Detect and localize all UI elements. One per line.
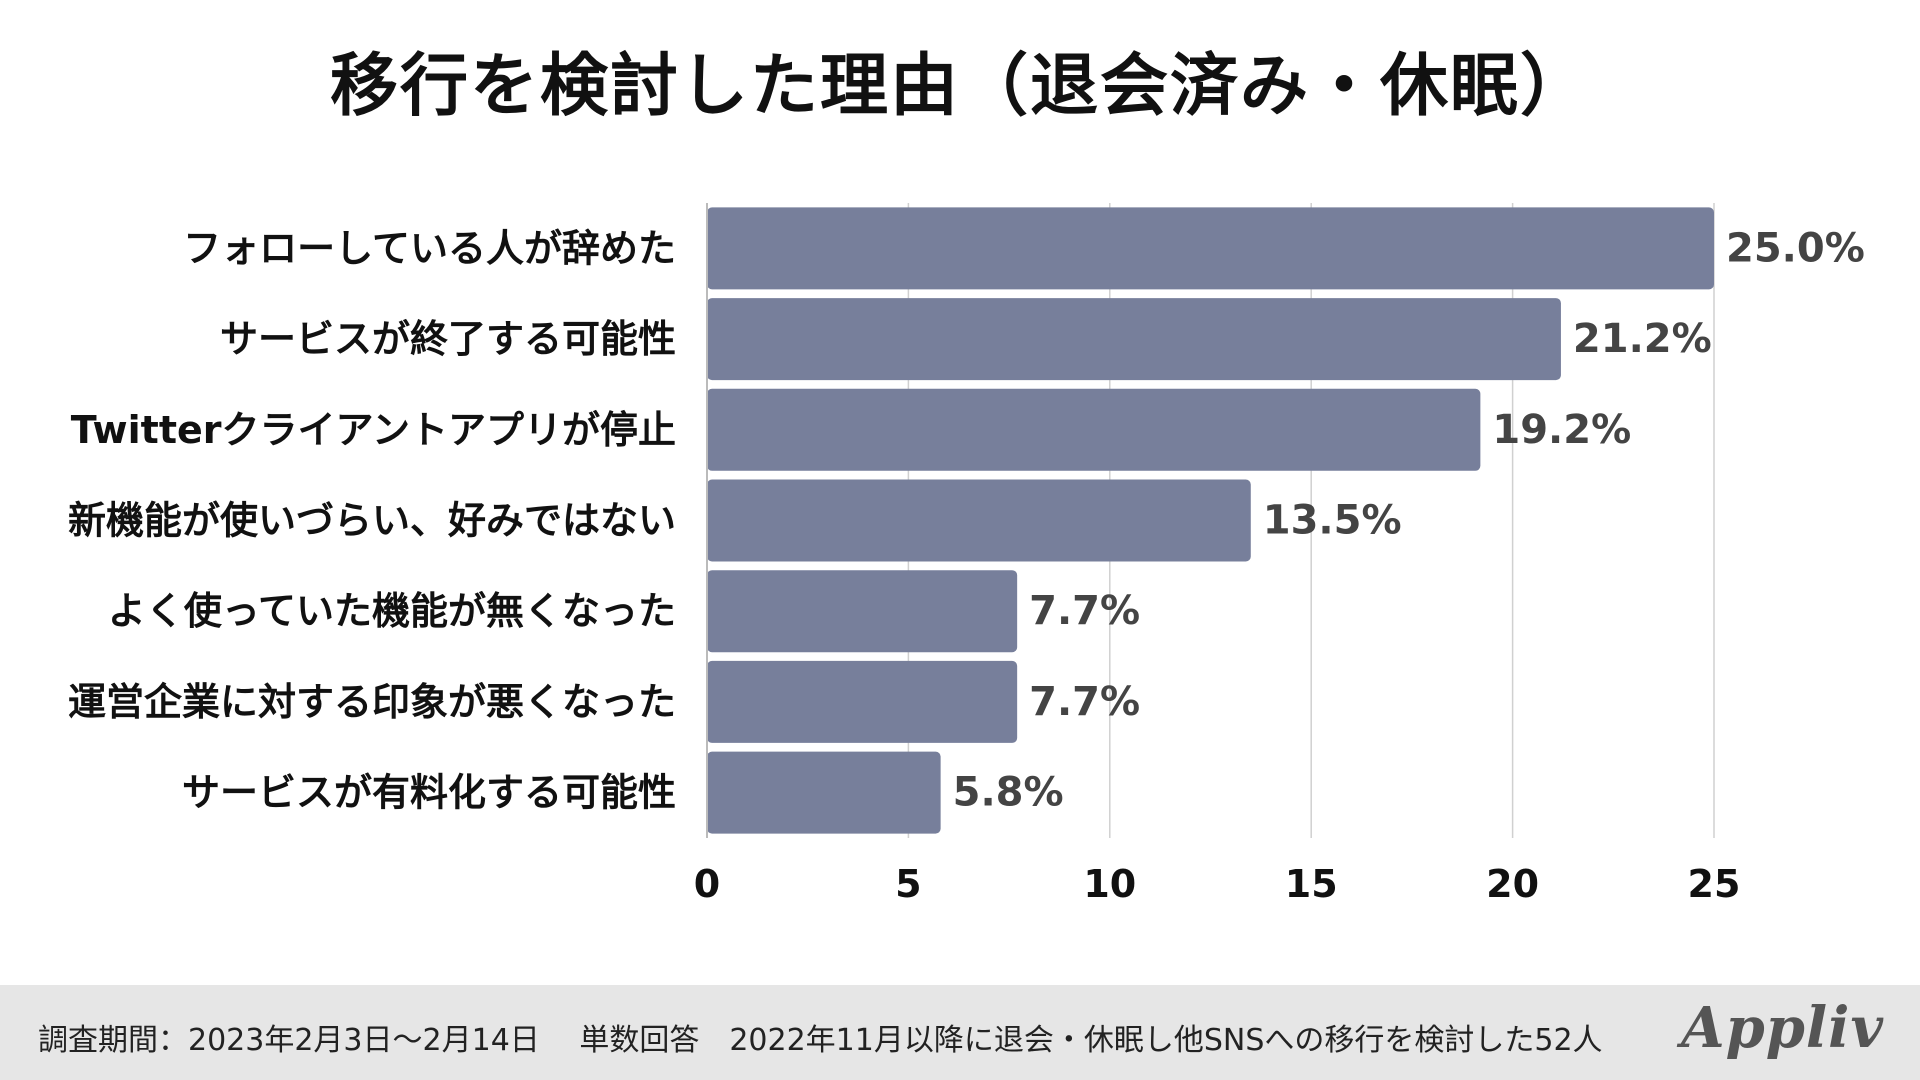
x-tick-label: 10 bbox=[1083, 862, 1136, 906]
category-label: サービスが有料化する可能性 bbox=[182, 771, 676, 815]
data-label: 7.7% bbox=[1029, 679, 1140, 725]
data-label: 19.2% bbox=[1492, 407, 1631, 453]
data-label: 7.7% bbox=[1029, 588, 1140, 634]
survey-note: 調査期間：2023年2月3日～2月14日 単数回答 2022年11月以降に退会・… bbox=[38, 1023, 1603, 1058]
data-label: 21.2% bbox=[1573, 316, 1712, 362]
bar bbox=[707, 751, 941, 834]
footer-bar: 調査期間：2023年2月3日～2月14日 単数回答 2022年11月以降に退会・… bbox=[0, 985, 1920, 1080]
bar bbox=[707, 570, 1018, 653]
x-tick-label: 25 bbox=[1688, 862, 1741, 906]
bar bbox=[707, 660, 1018, 743]
brand-logo: Appliv bbox=[1681, 995, 1884, 1061]
category-label: 運営企業に対する印象が悪くなった bbox=[68, 680, 676, 724]
bar bbox=[707, 207, 1714, 290]
category-label: 新機能が使いづらい、好みではない bbox=[68, 499, 676, 543]
category-label: よく使っていた機能が無くなった bbox=[108, 589, 676, 633]
bar bbox=[707, 298, 1561, 381]
bar-chart: フォローしている人が辞めた 25.0% サービスが終了する可能性 21.2% Twitt… bbox=[68, 203, 1865, 906]
data-label: 25.0% bbox=[1726, 225, 1865, 271]
bar bbox=[707, 479, 1251, 562]
x-tick-label: 20 bbox=[1486, 862, 1539, 906]
category-label: フォローしている人が辞めた bbox=[183, 226, 676, 270]
data-label: 5.8% bbox=[953, 770, 1064, 816]
category-label: サービスが終了する可能性 bbox=[220, 317, 676, 361]
bar bbox=[707, 388, 1481, 471]
x-tick-label: 5 bbox=[895, 862, 921, 906]
chart-title: 移行を検討した理由（退会済み・休眠） bbox=[329, 47, 1590, 126]
x-tick-label: 15 bbox=[1285, 862, 1338, 906]
x-tick-label: 0 bbox=[694, 862, 720, 906]
category-label: Twitterクライアントアプリが停止 bbox=[71, 408, 676, 452]
data-label: 13.5% bbox=[1263, 498, 1402, 544]
